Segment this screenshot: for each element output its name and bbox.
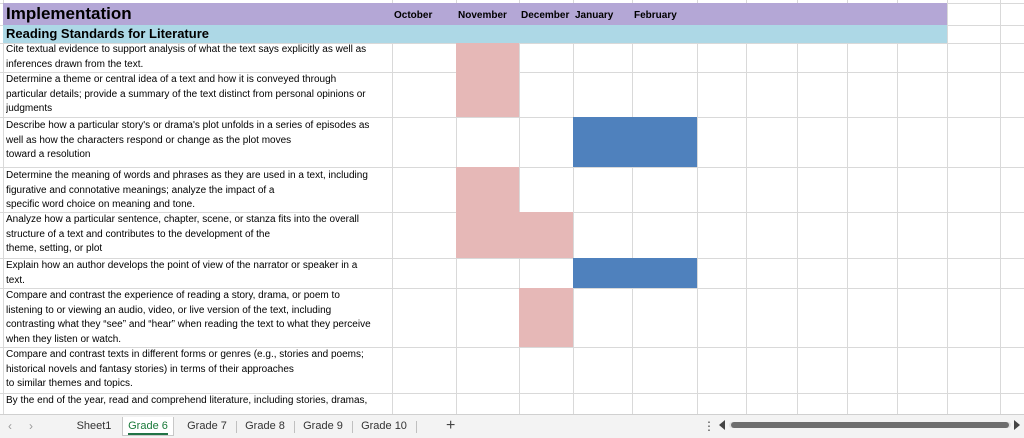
tab-separator <box>352 421 353 433</box>
section-title: Reading Standards for Literature <box>6 26 209 41</box>
standard-line: particular details; provide a summary of… <box>6 88 366 100</box>
gridline <box>697 0 698 414</box>
standard-line: when they listen or watch. <box>6 333 122 345</box>
gridline <box>0 258 1024 259</box>
standard-line: Analyze how a particular sentence, chapt… <box>6 214 359 225</box>
tab-label: Grade 8 <box>245 420 285 432</box>
standard-line: text. <box>6 274 25 286</box>
standard-line: inferences drawn from the text. <box>6 58 144 70</box>
standard-line: toward a resolution <box>6 149 91 160</box>
gridline <box>0 393 1024 394</box>
sheet-tab-bar: ‹ › Sheet1 Grade 6 Grade 7 Grade 8 Grade… <box>0 414 1024 438</box>
tab-label: Grade 10 <box>361 420 407 432</box>
standard-cell[interactable]: Cite textual evidence to support analysi… <box>6 43 392 72</box>
standard-line: specific word choice on meaning and tone… <box>6 199 196 210</box>
standard-cell[interactable]: Determine the meaning of words and phras… <box>6 169 392 213</box>
standard-line: Explain how an author develops the point… <box>6 260 358 271</box>
standard-cell[interactable]: By the end of the year, read and compreh… <box>6 394 392 409</box>
standard-line: historical novels and fantasy stories) i… <box>6 363 294 375</box>
gridline <box>746 0 747 414</box>
horizontal-scrollbar-thumb[interactable] <box>731 422 1009 428</box>
gridline <box>897 0 898 414</box>
standard-cell[interactable]: Compare and contrast texts in different … <box>6 348 392 392</box>
gridline <box>392 0 393 414</box>
section-band[interactable] <box>3 25 947 43</box>
tab-label: Sheet1 <box>76 420 112 432</box>
tab-separator <box>236 421 237 433</box>
gridline <box>947 0 948 414</box>
schedule-cell-december[interactable] <box>519 288 573 347</box>
standard-cell[interactable]: Analyze how a particular sentence, chapt… <box>6 213 392 257</box>
standard-line: well as how the characters respond or ch… <box>6 134 292 146</box>
month-header-february: February <box>634 10 677 21</box>
month-header-december: December <box>521 10 570 21</box>
gridline <box>519 0 520 414</box>
gridline <box>847 0 848 414</box>
month-header-november: November <box>458 10 507 21</box>
standard-cell[interactable]: Determine a theme or central idea of a t… <box>6 73 392 117</box>
standard-line: contrasting what they “see” and “hear” w… <box>6 319 371 330</box>
schedule-cell-january-february[interactable] <box>573 117 697 167</box>
tab-label: Grade 6 <box>128 420 168 435</box>
standard-line: Determine the meaning of words and phras… <box>6 170 368 181</box>
schedule-cell-january-february[interactable] <box>573 258 697 288</box>
tab-grade-6[interactable]: Grade 6 <box>122 417 174 436</box>
scroll-left-arrow-icon[interactable] <box>719 420 725 430</box>
gridline <box>0 117 1024 118</box>
title-band[interactable] <box>3 3 947 25</box>
gridline <box>1000 0 1001 414</box>
tab-separator <box>294 421 295 433</box>
month-header-october: October <box>394 10 433 21</box>
standard-line: Describe how a particular story's or dra… <box>6 120 370 131</box>
tab-label: Grade 7 <box>187 420 227 432</box>
tab-grade-7[interactable]: Grade 7 <box>180 417 234 436</box>
gridline <box>797 0 798 414</box>
spreadsheet-grid[interactable]: Implementation Reading Standards for Lit… <box>0 0 1024 414</box>
month-header-january: January <box>575 10 614 21</box>
tab-grade-8[interactable]: Grade 8 <box>238 417 292 436</box>
tab-grade-9[interactable]: Grade 9 <box>296 417 350 436</box>
standard-cell[interactable]: Compare and contrast the experience of r… <box>6 289 392 347</box>
chevron-left-icon[interactable]: ‹ <box>8 419 12 433</box>
gridline <box>632 0 633 414</box>
schedule-cell-november[interactable] <box>456 167 519 258</box>
standard-cell[interactable]: Explain how an author develops the point… <box>6 259 392 288</box>
gridline <box>573 0 574 414</box>
tab-grade-10[interactable]: Grade 10 <box>354 417 414 436</box>
standard-line: structure of a text and contributes to t… <box>6 228 271 240</box>
scroll-right-arrow-icon[interactable] <box>1014 420 1020 430</box>
standard-line: figurative and connotative meanings; ana… <box>6 184 275 196</box>
tab-separator <box>416 421 417 433</box>
standard-line: Compare and contrast the experience of r… <box>6 290 340 301</box>
schedule-cell-november[interactable] <box>456 43 519 117</box>
standard-line: Compare and contrast texts in different … <box>6 349 364 360</box>
gridline <box>0 288 1024 289</box>
standard-line: listening to or viewing an audio, video,… <box>6 304 332 316</box>
chevron-right-icon[interactable]: › <box>29 419 33 433</box>
tab-label: Grade 9 <box>303 420 343 432</box>
standard-line: judgments <box>6 103 53 114</box>
standard-cell[interactable]: Describe how a particular story's or dra… <box>6 119 392 163</box>
standard-line: Cite textual evidence to support analysi… <box>6 44 367 55</box>
gridline <box>0 347 1024 348</box>
gridline <box>3 0 4 414</box>
standard-line: theme, setting, or plot <box>6 243 103 254</box>
standard-line: Determine a theme or central idea of a t… <box>6 74 337 85</box>
more-options-icon[interactable]: ⋮ <box>703 419 715 433</box>
add-sheet-button[interactable]: + <box>446 417 456 434</box>
standard-line: By the end of the year, read and compreh… <box>6 395 368 406</box>
page-title: Implementation <box>6 4 132 23</box>
standard-line: to similar themes and topics. <box>6 378 133 389</box>
tab-sheet1[interactable]: Sheet1 <box>68 417 120 436</box>
schedule-cell-december[interactable] <box>519 212 573 258</box>
